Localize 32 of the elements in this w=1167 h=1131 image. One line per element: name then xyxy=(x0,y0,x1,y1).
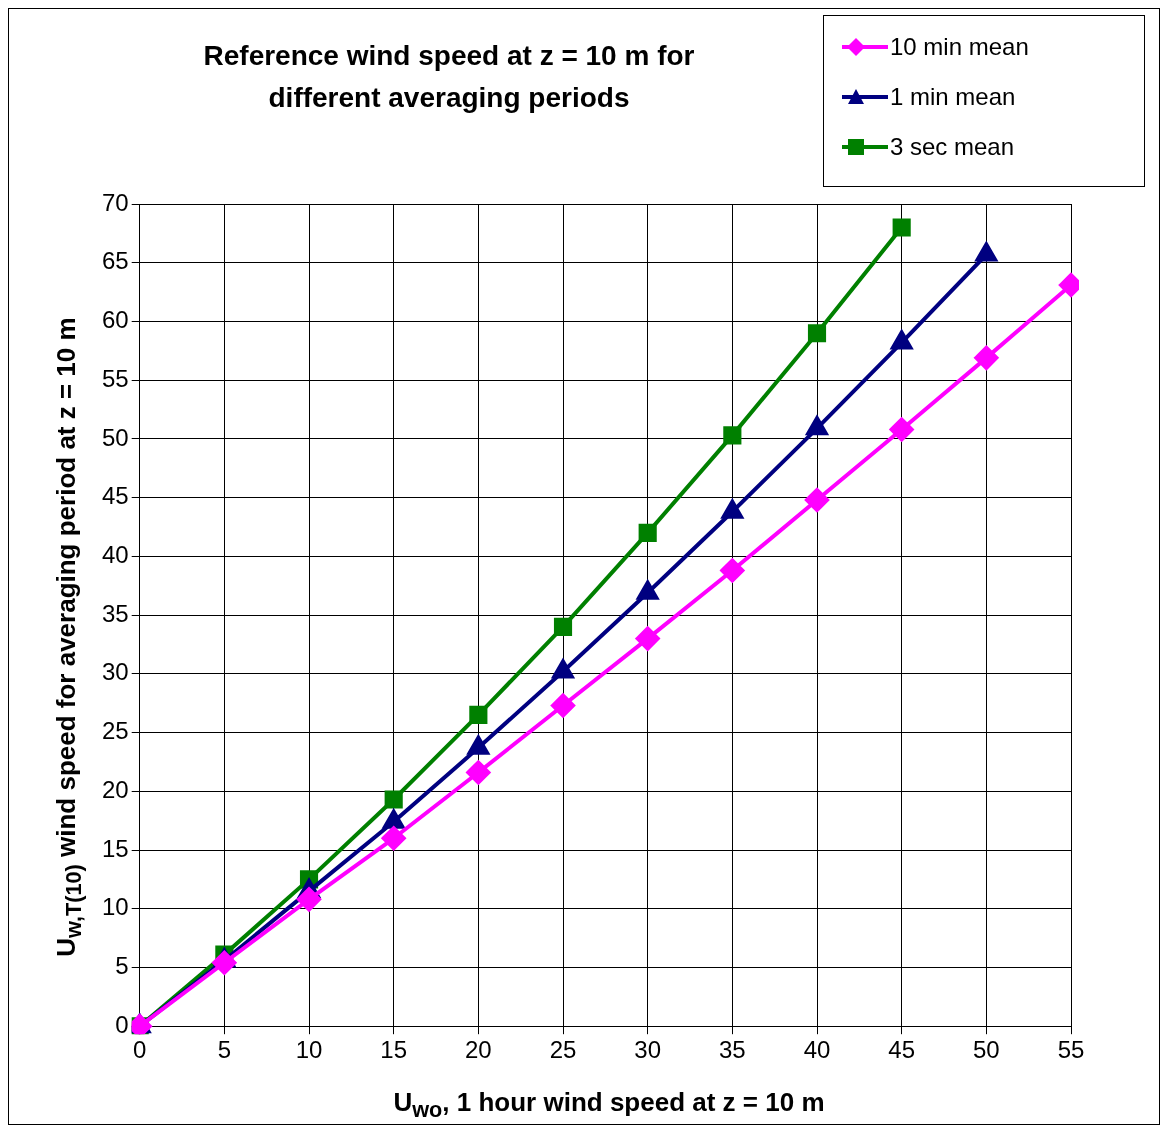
y-tick-label: 25 xyxy=(101,717,129,745)
y-tick-label: 70 xyxy=(101,188,129,216)
y-tick-label: 0 xyxy=(115,1010,129,1038)
x-tick-label: 40 xyxy=(803,1036,831,1064)
legend-label: 3 sec mean xyxy=(890,133,1015,161)
x-tick-label: 5 xyxy=(217,1036,232,1064)
y-tick-label: 60 xyxy=(101,306,129,334)
y-tick-label: 15 xyxy=(101,834,129,862)
x-tick-label: 0 xyxy=(133,1036,147,1064)
legend-label: 10 min mean xyxy=(890,33,1029,61)
legend-label: 1 min mean xyxy=(890,83,1016,111)
y-tick-label: 30 xyxy=(101,658,129,686)
y-tick-label: 5 xyxy=(115,952,129,980)
x-tick-label: 10 xyxy=(295,1036,323,1064)
y-tick-label: 50 xyxy=(101,423,129,451)
y-tick-label: 40 xyxy=(101,541,129,568)
x-axis-title: U$_{wo}$, 1 hour wind speed at z = 10 m xyxy=(392,1087,826,1124)
x-tick-label: 45 xyxy=(888,1036,916,1064)
y-tick-label: 55 xyxy=(101,364,129,392)
y-tick-label: 45 xyxy=(101,482,129,510)
x-tick-label: 15 xyxy=(380,1036,408,1064)
x-tick-label: 50 xyxy=(972,1036,1000,1064)
x-tick-label: 30 xyxy=(634,1036,662,1064)
x-tick-label: 20 xyxy=(465,1036,492,1064)
y-tick-label: 65 xyxy=(101,247,129,275)
x-tick-label: 25 xyxy=(549,1036,577,1064)
y-tick-label: 20 xyxy=(101,775,129,803)
chart-title: Reference wind speed at z = 10 m for different averaging periods xyxy=(202,39,696,115)
y-tick-label: 10 xyxy=(101,893,129,921)
y-tick-label: 35 xyxy=(101,599,129,627)
x-tick-label: 35 xyxy=(718,1036,746,1064)
x-tick-label: 55 xyxy=(1057,1036,1085,1064)
